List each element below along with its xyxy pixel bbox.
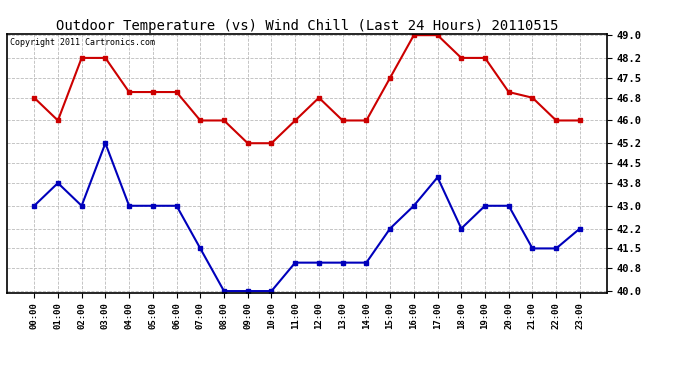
- Title: Outdoor Temperature (vs) Wind Chill (Last 24 Hours) 20110515: Outdoor Temperature (vs) Wind Chill (Las…: [56, 19, 558, 33]
- Text: Copyright 2011 Cartronics.com: Copyright 2011 Cartronics.com: [10, 38, 155, 46]
